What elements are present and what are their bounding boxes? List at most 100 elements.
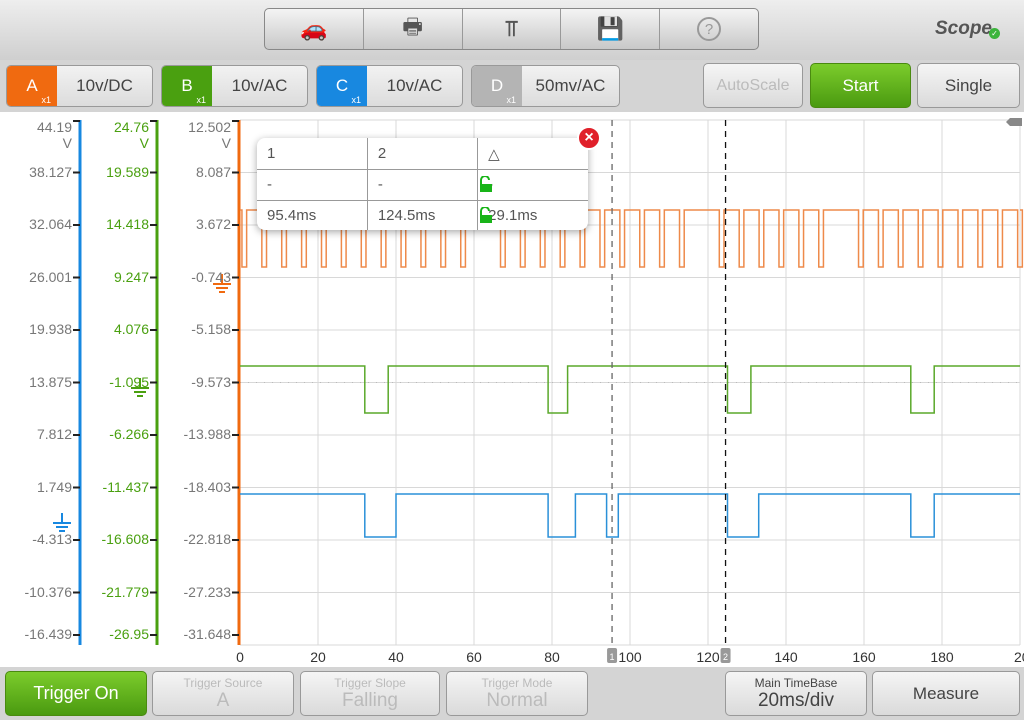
- col-header-1: 1: [257, 138, 368, 171]
- x-tick-label: 120: [696, 649, 720, 665]
- unlock-icon[interactable]: [478, 176, 493, 193]
- unlock-icon[interactable]: [478, 206, 493, 223]
- axis-unit: V: [62, 135, 72, 151]
- axis-tick-label: 4.076: [113, 321, 149, 337]
- axis-tick-label: -22.818: [183, 531, 231, 547]
- x-tick-label: 100: [618, 649, 642, 665]
- close-icon: ×: [584, 129, 594, 146]
- x-tick-label: 80: [544, 649, 560, 665]
- x-tick-label: 180: [930, 649, 954, 665]
- axis-unit: V: [221, 135, 231, 151]
- channel-d-scale: 50mv/AC: [535, 76, 606, 95]
- timebase-button[interactable]: Main TimeBase 20ms/div: [725, 671, 867, 716]
- marker-icon: ⫪: [505, 16, 518, 41]
- vehicle-settings-icon: 🚗: [300, 16, 328, 41]
- axis-tick-label: -4.313: [32, 531, 72, 547]
- app-brand: Scope: [934, 18, 992, 39]
- save-button[interactable]: 💾: [561, 9, 661, 49]
- scroll-marker-icon[interactable]: [1006, 118, 1022, 126]
- cursor-1-label: 1: [610, 652, 615, 662]
- axis-tick-label: -0.743: [191, 268, 231, 285]
- trigger-mode-button[interactable]: Trigger Mode Normal: [446, 671, 588, 716]
- channel-c-scale: 10v/AC: [386, 76, 443, 95]
- axis-tick-label: -16.439: [24, 626, 72, 642]
- print-button[interactable]: 🖶: [364, 9, 463, 49]
- ground-marker-icon[interactable]: [131, 378, 149, 397]
- connected-check-icon: ✓: [989, 28, 1000, 39]
- channel-a-scale: 10v/DC: [76, 76, 133, 95]
- trigger-slope-button[interactable]: Trigger Slope Falling: [300, 671, 440, 716]
- axis-tick-label: 13.875: [29, 373, 72, 390]
- axis-tick-label: 38.127: [29, 163, 72, 180]
- axis-tick-label: -16.608: [101, 531, 149, 547]
- ground-marker-icon[interactable]: [213, 274, 231, 293]
- tool-group: 🚗 🖶 ⫪ 💾 ?: [264, 8, 759, 50]
- x-tick-label: 20: [310, 649, 326, 665]
- trigger-source-button[interactable]: Trigger Source A: [152, 671, 294, 716]
- channel-c-trace: [240, 493, 1020, 538]
- close-popup-button[interactable]: ×: [577, 126, 601, 150]
- cell: -: [366, 169, 479, 201]
- axis-tick-label: -11.437: [102, 478, 149, 495]
- save-icon: 💾: [596, 16, 624, 41]
- axis-tick-label: -27.233: [183, 583, 231, 600]
- bottom-bar: Trigger On Trigger Source A Trigger Slope…: [0, 667, 1024, 720]
- cell: -: [257, 169, 368, 201]
- axis-tick-label: 19.938: [29, 321, 72, 337]
- cursor-2-label: 2: [723, 652, 728, 662]
- x-tick-label: 160: [852, 649, 876, 665]
- cursor-2-handle[interactable]: [720, 648, 731, 663]
- cell: 29.1ms: [477, 199, 588, 230]
- col-header-delta: △: [477, 138, 588, 171]
- axis-tick-label: 9.247: [113, 268, 149, 285]
- axis-tick-label: -26.95: [109, 626, 149, 642]
- axis-tick-label: 3.672: [195, 216, 231, 232]
- axis-tick-label: 12.502: [188, 119, 231, 135]
- axis-unit: V: [139, 135, 149, 151]
- channel-b-scale: 10v/AC: [231, 76, 288, 95]
- help-icon: ?: [697, 17, 722, 41]
- marker-button[interactable]: ⫪: [463, 9, 562, 49]
- top-toolbar: 🚗 🖶 ⫪ 💾 ? Scope ✓: [0, 0, 1024, 60]
- axis-tick-label: 19.589: [106, 163, 149, 180]
- channel-b-trace: [240, 365, 1020, 414]
- ground-marker-icon[interactable]: [53, 513, 71, 532]
- axis-tick-label: -1.095: [109, 373, 149, 390]
- col-header-2: 2: [366, 138, 479, 171]
- axis-tick-label: 14.418: [106, 216, 149, 232]
- start-button[interactable]: Start: [810, 63, 911, 108]
- axis-tick-label: -21.779: [101, 583, 149, 600]
- axis-tick-label: 24.76: [113, 119, 149, 135]
- axis-tick-label: -5.158: [191, 321, 231, 337]
- axis-tick-label: -31.648: [183, 626, 231, 642]
- x-tick-label: 200ms: [1013, 649, 1024, 665]
- single-button[interactable]: Single: [917, 63, 1020, 108]
- axis-tick-label: 26.001: [29, 268, 72, 285]
- cell: -: [477, 169, 588, 201]
- axis-tick-label: 32.064: [29, 216, 72, 232]
- axis-tick-label: -18.403: [183, 478, 231, 495]
- axis-tick-label: -13.988: [183, 426, 231, 442]
- help-button[interactable]: ?: [660, 9, 758, 49]
- axis-tick-label: 7.812: [36, 426, 72, 442]
- measure-button[interactable]: Measure: [872, 671, 1020, 716]
- trigger-on-button[interactable]: Trigger On: [5, 671, 147, 716]
- x-tick-label: 40: [388, 649, 404, 665]
- vehicle-settings-button[interactable]: 🚗: [265, 9, 364, 49]
- x-tick-label: 60: [466, 649, 482, 665]
- x-tick-label: 0: [236, 649, 244, 665]
- cell: 95.4ms: [257, 199, 368, 230]
- cursor-1-handle[interactable]: [607, 648, 618, 663]
- autoscale-button[interactable]: AutoScale: [703, 63, 803, 108]
- axis-tick-label: 44.19: [36, 119, 72, 135]
- axis-tick-label: -6.266: [109, 426, 149, 442]
